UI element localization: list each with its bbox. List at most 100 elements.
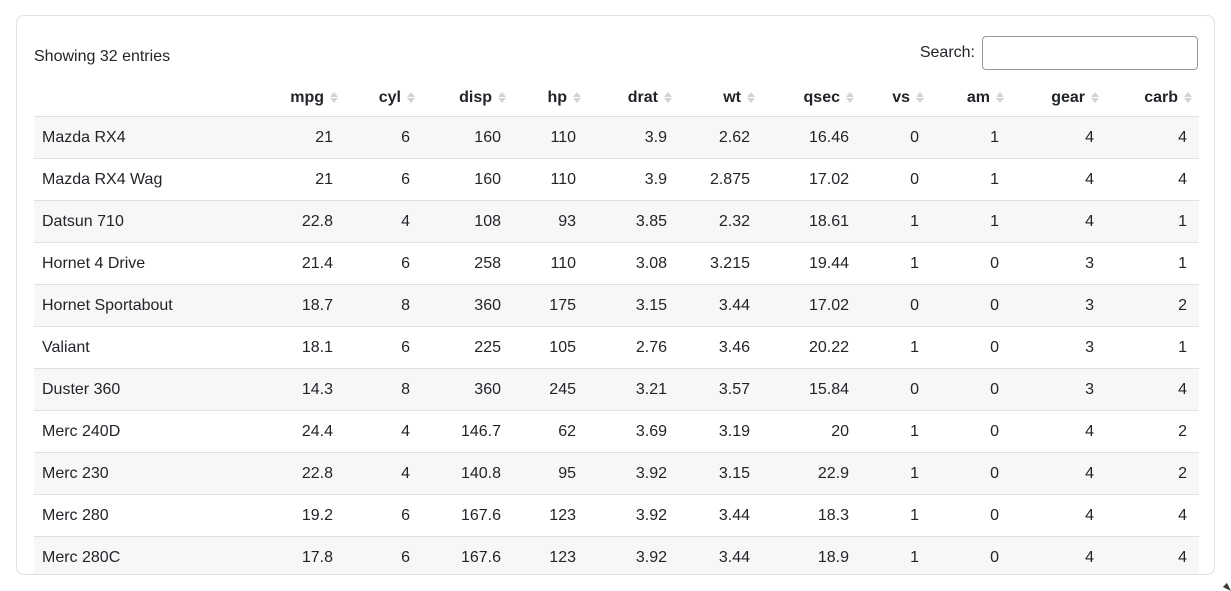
- cell: 17.02: [762, 284, 861, 327]
- cell: 110: [513, 242, 588, 285]
- column-header-carb[interactable]: carb: [1106, 80, 1199, 117]
- column-header-drat[interactable]: drat: [588, 80, 679, 117]
- cell: 14.3: [270, 368, 345, 411]
- cell: 167.6: [422, 536, 513, 574]
- sort-icon: [664, 92, 672, 103]
- cell: 4: [1011, 410, 1106, 453]
- column-header-name[interactable]: [34, 80, 270, 117]
- cell: 0: [931, 410, 1011, 453]
- cell: 3: [1011, 326, 1106, 369]
- row-name: Duster 360: [34, 368, 270, 411]
- entries-info: Showing 32 entries: [34, 48, 171, 65]
- column-header-gear[interactable]: gear: [1011, 80, 1106, 117]
- column-label: qsec: [803, 89, 840, 106]
- column-header-vs[interactable]: vs: [861, 80, 931, 117]
- cell: 160: [422, 116, 513, 159]
- cell: 2: [1106, 452, 1199, 495]
- row-name: Datsun 710: [34, 200, 270, 243]
- cell: 140.8: [422, 452, 513, 495]
- cell: 4: [345, 452, 422, 495]
- cell: 8: [345, 284, 422, 327]
- table-row: Hornet 4 Drive 21.4 6 258 110 3.08 3.215 19.44 1…: [34, 242, 1199, 285]
- cell: 4: [345, 200, 422, 243]
- cell: 18.7: [270, 284, 345, 327]
- sort-icon: [747, 92, 755, 103]
- cell: 105: [513, 326, 588, 369]
- cell: 4: [1106, 158, 1199, 201]
- sort-icon: [407, 92, 415, 103]
- cell: 1: [861, 242, 931, 285]
- cell: 4: [1011, 494, 1106, 537]
- sort-icon: [498, 92, 506, 103]
- cell: 0: [931, 494, 1011, 537]
- column-header-qsec[interactable]: qsec: [762, 80, 861, 117]
- cell: 360: [422, 284, 513, 327]
- cell: 6: [345, 242, 422, 285]
- cell: 22.8: [270, 452, 345, 495]
- cell: 4: [345, 410, 422, 453]
- table-row: Merc 240D 24.4 4 146.7 62 3.69 3.19 20 1 0 4 2: [34, 410, 1199, 453]
- cell: 3.19: [679, 410, 762, 453]
- sort-icon: [1184, 92, 1192, 103]
- search-control: Search:: [920, 36, 1198, 70]
- column-header-hp[interactable]: hp: [513, 80, 588, 117]
- cell: 17.8: [270, 536, 345, 574]
- cell: 4: [1011, 158, 1106, 201]
- sort-icon: [996, 92, 1004, 103]
- cell: 22.9: [762, 452, 861, 495]
- cell: 95: [513, 452, 588, 495]
- cell: 21.4: [270, 242, 345, 285]
- column-header-am[interactable]: am: [931, 80, 1011, 117]
- cell: 4: [1011, 116, 1106, 159]
- cell: 3.9: [588, 116, 679, 159]
- cell: 3.57: [679, 368, 762, 411]
- table-row: Mazda RX4 Wag 21 6 160 110 3.9 2.875 17.02 0 1 4 4: [34, 158, 1199, 201]
- cell: 18.1: [270, 326, 345, 369]
- sort-icon: [573, 92, 581, 103]
- cell: 4: [1106, 116, 1199, 159]
- column-header-wt[interactable]: wt: [679, 80, 762, 117]
- cell: 18.61: [762, 200, 861, 243]
- cell: 3.215: [679, 242, 762, 285]
- table-row: Merc 280C 17.8 6 167.6 123 3.92 3.44 18.9 1 0 4 4: [34, 536, 1199, 574]
- cell: 0: [861, 284, 931, 327]
- cell: 167.6: [422, 494, 513, 537]
- cell: 19.44: [762, 242, 861, 285]
- cell: 3.44: [679, 494, 762, 537]
- column-label: am: [966, 89, 990, 106]
- sort-icon: [846, 92, 854, 103]
- datatable-card: Showing 32 entries Search: mpg cyl disp hp d…: [16, 15, 1215, 575]
- cell: 4: [1106, 536, 1199, 574]
- cell: 24.4: [270, 410, 345, 453]
- column-header-disp[interactable]: disp: [422, 80, 513, 117]
- cell: 3.46: [679, 326, 762, 369]
- cell: 1: [861, 200, 931, 243]
- cell: 225: [422, 326, 513, 369]
- cell: 4: [1106, 368, 1199, 411]
- cell: 110: [513, 116, 588, 159]
- search-label: Search:: [919, 44, 975, 61]
- row-name: Merc 280C: [34, 536, 270, 574]
- cell: 4: [1011, 200, 1106, 243]
- search-input[interactable]: [982, 36, 1198, 70]
- cell: 21: [270, 116, 345, 159]
- table-header-row: mpg cyl disp hp drat wt qsec vs am gear carb: [34, 80, 1199, 117]
- row-name: Merc 240D: [34, 410, 270, 453]
- cell: 3.44: [679, 536, 762, 574]
- column-header-cyl[interactable]: cyl: [345, 80, 422, 117]
- column-header-mpg[interactable]: mpg: [270, 80, 345, 117]
- cell: 0: [861, 158, 931, 201]
- cell: 6: [345, 116, 422, 159]
- cell: 21: [270, 158, 345, 201]
- cell: 1: [1106, 242, 1199, 285]
- cell: 3.92: [588, 494, 679, 537]
- cell: 3.92: [588, 536, 679, 574]
- cell: 360: [422, 368, 513, 411]
- cell: 20.22: [762, 326, 861, 369]
- column-label: carb: [1144, 89, 1178, 106]
- cell: 123: [513, 536, 588, 574]
- cell: 1: [931, 116, 1011, 159]
- cell: 6: [345, 326, 422, 369]
- cell: 1: [861, 410, 931, 453]
- cell: 22.8: [270, 200, 345, 243]
